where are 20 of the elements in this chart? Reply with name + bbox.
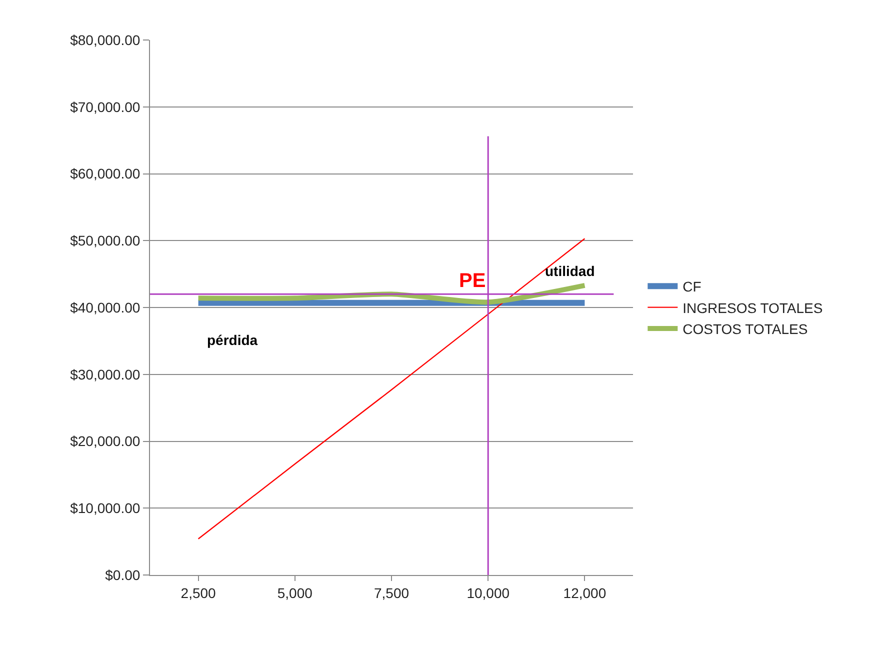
y-tick-label: $40,000.00 bbox=[70, 299, 140, 316]
x-tick-label: 10,000 bbox=[466, 584, 510, 601]
y-tick-label: $0.00 bbox=[105, 566, 140, 583]
y-tick-label: $30,000.00 bbox=[70, 366, 140, 382]
x-tick-label: 5,000 bbox=[277, 584, 313, 601]
legend-label: CF bbox=[682, 278, 702, 295]
y-tick-label: $20,000.00 bbox=[70, 433, 140, 450]
y-tick-label: $60,000.00 bbox=[70, 166, 140, 182]
y-tick-label: $80,000.00 bbox=[70, 32, 140, 48]
annotation: utilidad bbox=[545, 263, 595, 279]
x-tick-label: 12,000 bbox=[563, 584, 606, 601]
y-tick-label: $10,000.00 bbox=[70, 500, 140, 516]
x-tick-label: 2,500 bbox=[180, 584, 216, 601]
annotation: PE bbox=[459, 270, 486, 292]
x-tick-label: 7,500 bbox=[374, 584, 410, 601]
annotation: pérdida bbox=[207, 332, 258, 348]
legend-label: INGRESOS TOTALES bbox=[682, 300, 823, 316]
y-tick-label: $50,000.00 bbox=[70, 232, 140, 249]
y-tick-label: $70,000.00 bbox=[70, 98, 140, 115]
legend-label: COSTOS TOTALES bbox=[682, 320, 808, 337]
